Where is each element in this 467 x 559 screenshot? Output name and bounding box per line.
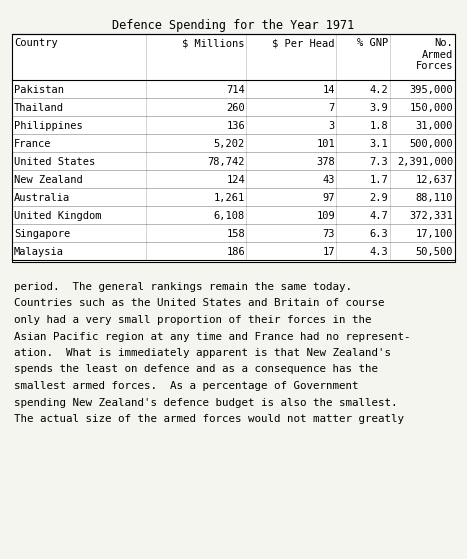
Text: 14: 14 [323, 85, 335, 95]
Text: 3.1: 3.1 [369, 139, 388, 149]
Text: No.
Armed
Forces: No. Armed Forces [416, 38, 453, 71]
Text: 186: 186 [226, 247, 245, 257]
Text: 150,000: 150,000 [409, 103, 453, 113]
Text: 73: 73 [323, 229, 335, 239]
Text: 101: 101 [316, 139, 335, 149]
Text: United Kingdom: United Kingdom [14, 211, 101, 221]
Text: Countries such as the United States and Britain of course: Countries such as the United States and … [14, 299, 384, 309]
Text: 3.9: 3.9 [369, 103, 388, 113]
Text: 500,000: 500,000 [409, 139, 453, 149]
Text: ation.  What is immediately apparent is that New Zealand's: ation. What is immediately apparent is t… [14, 348, 391, 358]
Text: $ Millions: $ Millions [183, 38, 245, 48]
Text: 4.7: 4.7 [369, 211, 388, 221]
Text: 7.3: 7.3 [369, 157, 388, 167]
Text: 2.9: 2.9 [369, 193, 388, 203]
Text: 378: 378 [316, 157, 335, 167]
Text: 97: 97 [323, 193, 335, 203]
Text: Malaysia: Malaysia [14, 247, 64, 257]
Text: Australia: Australia [14, 193, 70, 203]
Text: 136: 136 [226, 121, 245, 131]
Text: United States: United States [14, 157, 95, 167]
Text: New Zealand: New Zealand [14, 175, 83, 185]
Text: % GNP: % GNP [357, 38, 388, 48]
Text: spending New Zealand's defence budget is also the smallest.: spending New Zealand's defence budget is… [14, 397, 397, 408]
Text: only had a very small proportion of their forces in the: only had a very small proportion of thei… [14, 315, 372, 325]
Text: Philippines: Philippines [14, 121, 83, 131]
Text: 260: 260 [226, 103, 245, 113]
Text: 3: 3 [329, 121, 335, 131]
Text: 88,110: 88,110 [416, 193, 453, 203]
Text: 7: 7 [329, 103, 335, 113]
Text: 2,391,000: 2,391,000 [397, 157, 453, 167]
Text: 78,742: 78,742 [207, 157, 245, 167]
Text: 6.3: 6.3 [369, 229, 388, 239]
Text: 1.7: 1.7 [369, 175, 388, 185]
Text: Country: Country [14, 38, 58, 48]
Text: spends the least on defence and as a consequence has the: spends the least on defence and as a con… [14, 364, 378, 375]
Text: 5,202: 5,202 [214, 139, 245, 149]
Text: 1,261: 1,261 [214, 193, 245, 203]
Text: 1.8: 1.8 [369, 121, 388, 131]
Text: 4.3: 4.3 [369, 247, 388, 257]
Text: $ Per Head: $ Per Head [273, 38, 335, 48]
Text: 714: 714 [226, 85, 245, 95]
Text: smallest armed forces.  As a percentage of Government: smallest armed forces. As a percentage o… [14, 381, 359, 391]
Text: 50,500: 50,500 [416, 247, 453, 257]
Text: Pakistan: Pakistan [14, 85, 64, 95]
Text: 372,331: 372,331 [409, 211, 453, 221]
Text: Singapore: Singapore [14, 229, 70, 239]
Text: 6,108: 6,108 [214, 211, 245, 221]
Text: 12,637: 12,637 [416, 175, 453, 185]
Text: 31,000: 31,000 [416, 121, 453, 131]
Text: France: France [14, 139, 51, 149]
Text: 17,100: 17,100 [416, 229, 453, 239]
Text: 395,000: 395,000 [409, 85, 453, 95]
Text: 124: 124 [226, 175, 245, 185]
Text: Asian Pacific region at any time and France had no represent-: Asian Pacific region at any time and Fra… [14, 331, 410, 342]
Text: period.  The general rankings remain the same today.: period. The general rankings remain the … [14, 282, 352, 292]
Text: Defence Spending for the Year 1971: Defence Spending for the Year 1971 [112, 19, 354, 32]
Text: 4.2: 4.2 [369, 85, 388, 95]
Text: 17: 17 [323, 247, 335, 257]
Bar [12, 34, 455, 262]
Text: 43: 43 [323, 175, 335, 185]
Text: 109: 109 [316, 211, 335, 221]
Text: 158: 158 [226, 229, 245, 239]
Text: The actual size of the armed forces would not matter greatly: The actual size of the armed forces woul… [14, 414, 404, 424]
Text: Thailand: Thailand [14, 103, 64, 113]
